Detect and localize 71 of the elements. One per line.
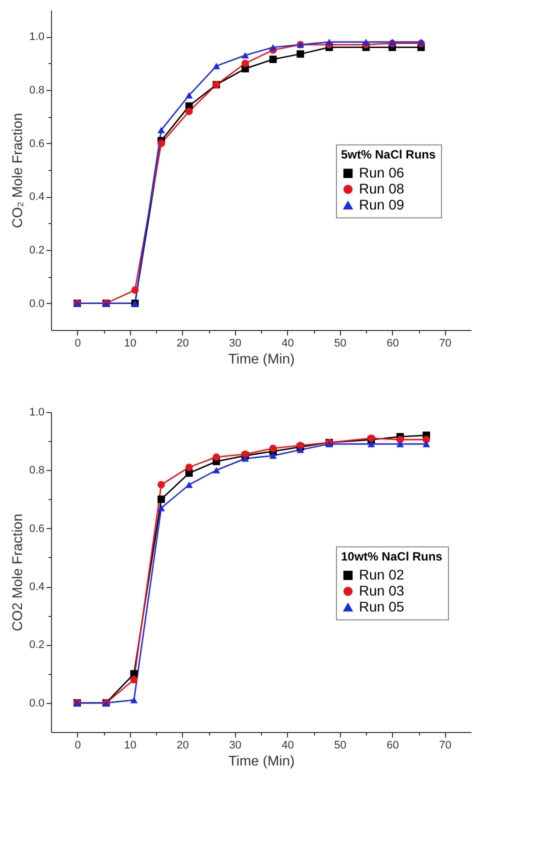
legend-label: Run 08 xyxy=(359,180,404,196)
point xyxy=(158,140,165,148)
y-tick-label: 1.0 xyxy=(29,406,44,418)
point xyxy=(396,436,404,444)
x-tick-label: 60 xyxy=(386,338,399,350)
y-tick-label: 0.8 xyxy=(29,84,44,96)
point xyxy=(130,676,138,684)
point xyxy=(242,60,249,68)
x-tick-label: 70 xyxy=(439,338,452,350)
x-tick-label: 0 xyxy=(74,338,81,350)
y-tick-label: 0.6 xyxy=(29,522,44,535)
x-tick-label: 10 xyxy=(124,338,136,350)
x-tick-label: 40 xyxy=(282,338,294,350)
point xyxy=(131,286,139,294)
point xyxy=(362,38,370,46)
point xyxy=(242,455,249,462)
point xyxy=(130,696,138,704)
point xyxy=(185,108,193,116)
point xyxy=(396,440,404,448)
point xyxy=(185,482,193,488)
legend-label: Run 02 xyxy=(359,566,404,582)
point xyxy=(158,126,165,134)
point xyxy=(368,440,375,448)
y-tick-label: 0.4 xyxy=(29,191,44,204)
x-tick-label: 30 xyxy=(229,740,242,752)
y-axis-title: CO₂ Mole Fraction xyxy=(9,112,26,228)
x-axis-title: Time (Min) xyxy=(228,752,295,768)
point xyxy=(296,446,304,454)
legend-label: Run 03 xyxy=(359,582,404,598)
x-tick-label: 60 xyxy=(386,740,399,752)
point xyxy=(242,52,249,59)
x-tick-label: 50 xyxy=(334,338,346,350)
point xyxy=(296,50,304,58)
y-axis-title: CO2 Mole Fraction xyxy=(9,514,26,632)
y-tick-label: 0.4 xyxy=(29,581,44,594)
point xyxy=(326,38,333,46)
y-tick-label: 0.2 xyxy=(29,639,44,652)
x-tick-label: 50 xyxy=(334,740,346,752)
y-tick-label: 0.8 xyxy=(29,464,44,477)
legend-title: 5wt% NaCl Runs xyxy=(341,147,436,162)
point xyxy=(212,62,220,70)
point xyxy=(158,496,165,503)
point xyxy=(269,452,277,459)
point xyxy=(185,92,193,99)
point xyxy=(269,44,277,51)
point xyxy=(422,436,430,444)
x-tick-label: 30 xyxy=(229,338,242,350)
y-tick-label: 0.2 xyxy=(29,244,44,256)
point xyxy=(269,444,277,452)
x-tick-label: 0 xyxy=(74,740,81,752)
point xyxy=(185,464,193,471)
legend-title: 10wt% NaCl Runs xyxy=(341,549,443,564)
x-tick-label: 10 xyxy=(124,740,136,752)
legend-label: Run 06 xyxy=(359,164,404,180)
point xyxy=(269,56,277,64)
legend-label: Run 09 xyxy=(359,196,404,212)
y-tick-label: 0.0 xyxy=(29,697,44,710)
point xyxy=(212,466,220,474)
point xyxy=(158,504,165,512)
x-tick-label: 20 xyxy=(176,740,189,752)
point xyxy=(212,453,220,461)
point xyxy=(158,481,165,488)
point xyxy=(422,440,430,448)
x-tick-label: 70 xyxy=(439,740,452,752)
y-tick-label: 0.0 xyxy=(29,298,44,310)
x-axis-title: Time (Min) xyxy=(228,350,295,366)
legend-label: Run 05 xyxy=(359,598,404,614)
x-tick-label: 40 xyxy=(282,740,294,752)
y-tick-label: 0.6 xyxy=(29,138,44,150)
y-tick-label: 1.0 xyxy=(29,31,44,44)
x-tick-label: 20 xyxy=(176,338,189,350)
